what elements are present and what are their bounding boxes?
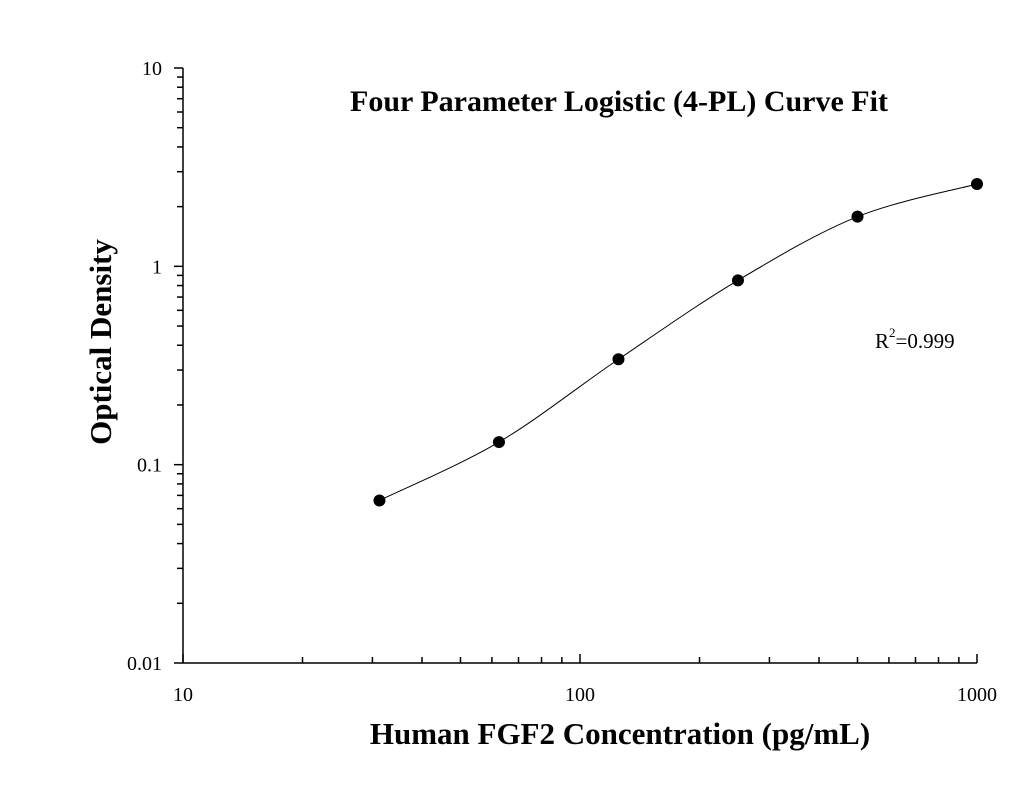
- y-tick-label: 0.01: [127, 653, 162, 675]
- axes: [182, 68, 977, 664]
- r-squared-value: =0.999: [896, 329, 955, 353]
- axis-ticks: [174, 67, 978, 664]
- fit-curve: [379, 183, 978, 501]
- data-point: [971, 178, 983, 191]
- data-point: [612, 353, 625, 366]
- x-tick-label: 100: [565, 684, 595, 706]
- data-point: [731, 274, 744, 287]
- y-tick-label: 10: [142, 58, 162, 80]
- r-squared-superscript: 2: [889, 325, 896, 340]
- data-points: [373, 178, 983, 507]
- chart-title: Four Parameter Logistic (4-PL) Curve Fit: [350, 85, 888, 118]
- x-axis-title: Human FGF2 Concentration (pg/mL): [370, 716, 870, 751]
- x-tick-label: 1000: [957, 684, 997, 706]
- r-squared-base: R: [875, 329, 889, 353]
- y-tick-label: 0.1: [137, 455, 162, 477]
- x-tick-label: 10: [173, 684, 193, 706]
- axis-tick-labels: 10 100 1000 0.01 0.1 1 10: [127, 58, 997, 706]
- data-point: [492, 436, 505, 449]
- y-tick-label: 1: [152, 256, 162, 278]
- data-point: [373, 494, 386, 507]
- y-axis-title: Optical Density: [83, 239, 118, 445]
- data-point: [851, 210, 864, 223]
- r-squared-annotation: R2=0.999: [875, 325, 955, 353]
